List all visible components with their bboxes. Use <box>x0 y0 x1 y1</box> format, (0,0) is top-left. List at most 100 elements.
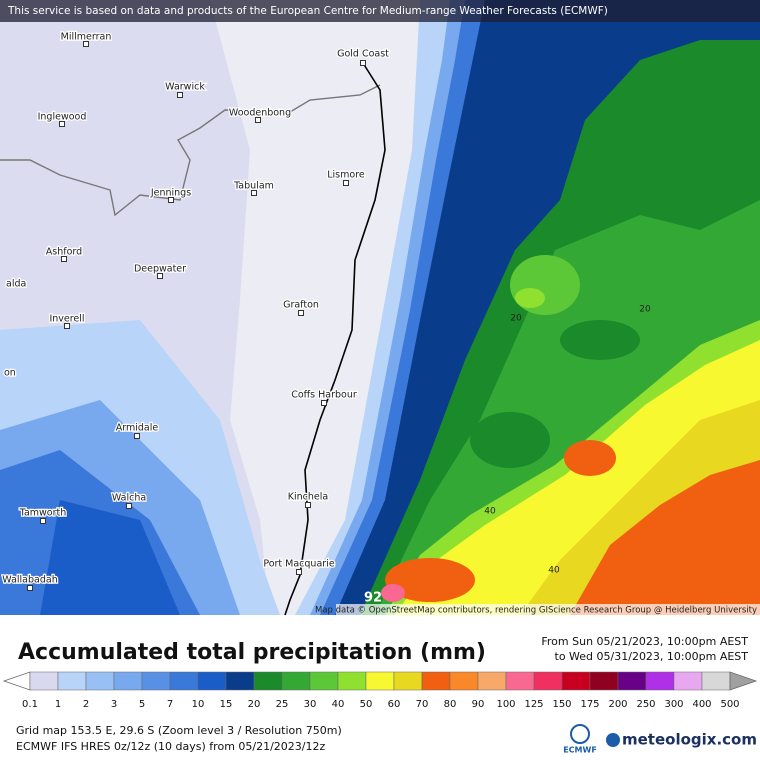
place-dot <box>255 117 261 123</box>
legend-tick-label: 80 <box>444 699 457 710</box>
legend-tick-label: 50 <box>360 699 373 710</box>
place-dot <box>251 190 257 196</box>
place-label: Gold Coast <box>337 49 389 60</box>
place-label: Grafton <box>283 300 319 311</box>
banner-bg <box>0 0 760 22</box>
place-dot <box>40 518 46 524</box>
attribution-bg <box>336 604 760 615</box>
legend-box <box>701 671 731 691</box>
rain-area <box>385 558 475 602</box>
place-dot <box>168 197 174 203</box>
legend-box <box>393 671 423 691</box>
legend-tick-label: 40 <box>332 699 345 710</box>
legend-tick-label: 200 <box>608 699 627 710</box>
place-dot <box>27 585 33 591</box>
place-dot <box>61 256 67 262</box>
contour-label: 40 <box>548 566 560 576</box>
legend-tick-label: 300 <box>664 699 683 710</box>
state-border <box>0 84 381 217</box>
legend-box <box>673 671 703 691</box>
legend-box <box>505 671 535 691</box>
brand: meteologix.com <box>622 731 757 749</box>
legend-box <box>477 671 507 691</box>
place-label: Port Macquarie <box>263 559 335 570</box>
place-label: Lismore <box>327 170 365 181</box>
legend-box <box>85 671 115 691</box>
legend-box <box>421 671 451 691</box>
legend-box <box>57 671 87 691</box>
ecmwf-label: ECMWF <box>563 746 597 755</box>
place-label: Warwick <box>165 82 205 93</box>
legend-box <box>449 671 479 691</box>
place-label: Inglewood <box>38 112 87 123</box>
legend-tick-label: 125 <box>524 699 543 710</box>
place-label: Kinchela <box>288 492 328 503</box>
legend-tick-label: 1 <box>55 699 61 710</box>
legend-box <box>337 671 367 691</box>
legend-tick-label: 5 <box>139 699 145 710</box>
legend-box <box>561 671 591 691</box>
legend-box <box>533 671 563 691</box>
brand-icon <box>606 733 620 747</box>
period-from: From Sun 05/21/2023, 10:00pm AEST <box>541 635 748 648</box>
legend-tick-label: 250 <box>636 699 655 710</box>
legend-tick-label: 60 <box>388 699 401 710</box>
place-dot <box>83 41 89 47</box>
rain-area <box>560 320 640 360</box>
legend-box <box>141 671 171 691</box>
place-dot <box>59 121 65 127</box>
rain-area <box>510 255 580 315</box>
place-label: Wallabadah <box>2 575 57 586</box>
rain-area <box>570 460 760 615</box>
legend-tick-label: 25 <box>276 699 289 710</box>
legend-box <box>309 671 339 691</box>
ecmwf-logo: ECMWF <box>563 724 597 755</box>
legend-tick-label: 2 <box>83 699 89 710</box>
legend-box <box>589 671 619 691</box>
legend-box <box>365 671 395 691</box>
place-label: Ashford <box>46 247 82 258</box>
map: This service is based on data and produc… <box>0 0 760 616</box>
rain-area <box>515 288 545 308</box>
place-dot <box>296 569 302 575</box>
legend-box <box>281 671 311 691</box>
legend-tick-label: 30 <box>304 699 317 710</box>
place-dot <box>321 400 327 406</box>
place-label: Tamworth <box>19 508 67 519</box>
legend-tick-label: 100 <box>496 699 515 710</box>
place-label: Inverell <box>49 314 84 325</box>
place-label: alda <box>6 279 26 290</box>
grid-info: Grid map 153.5 E, 29.6 S (Zoom level 3 /… <box>16 724 342 737</box>
place-label: Millmerran <box>61 32 112 43</box>
legend-tick-label: 400 <box>692 699 711 710</box>
legend-tick-label: 7 <box>167 699 173 710</box>
place-label: Woodenbong <box>229 108 291 119</box>
legend-tick-label: 15 <box>220 699 233 710</box>
legend-tick-label: 3 <box>111 699 117 710</box>
place-dot <box>134 433 140 439</box>
place-label: Armidale <box>116 423 159 434</box>
place-dot <box>360 60 366 66</box>
legend-box <box>645 671 675 691</box>
contour-label: 92 <box>364 591 382 606</box>
legend-box <box>113 671 143 691</box>
legend-box <box>253 671 283 691</box>
model-info: ECMWF IFS HRES 0z/12z (10 days) from 05/… <box>16 740 326 753</box>
banner: This service is based on data and produc… <box>7 5 608 17</box>
title: Accumulated total precipitation (mm) <box>18 640 486 665</box>
contour-label: 40 <box>484 507 496 517</box>
legend-box <box>29 671 59 691</box>
rain-area <box>40 500 180 615</box>
legend-arrow-left <box>2 671 31 691</box>
place-label: Tabulam <box>233 181 274 192</box>
place-dot <box>177 92 183 98</box>
legend-tick-label: 70 <box>416 699 429 710</box>
contour-label: 20 <box>639 305 651 315</box>
contour-labels: 20 20 40 40 92 <box>364 305 651 606</box>
place-label: Jennings <box>150 188 191 199</box>
place-dot <box>298 310 304 316</box>
legend-tick-label: 20 <box>248 699 261 710</box>
place-label: Walcha <box>112 493 146 504</box>
places: Millmerran Gold Coast Warwick Inglewood Wood… <box>1 30 390 591</box>
